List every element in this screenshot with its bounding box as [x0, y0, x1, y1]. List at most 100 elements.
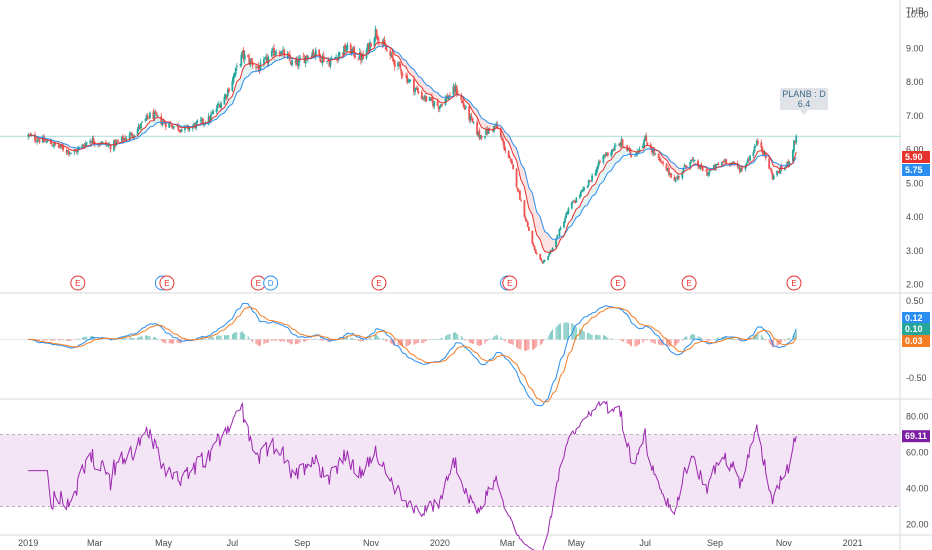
- candle: [507, 149, 510, 159]
- candle: [191, 123, 194, 132]
- candle: [724, 158, 727, 163]
- candle: [319, 53, 322, 63]
- candle: [343, 45, 345, 56]
- candle: [176, 125, 178, 127]
- candle: [337, 51, 340, 63]
- candle: [588, 180, 591, 182]
- candle: [515, 168, 518, 189]
- macd-tick-label: 0.50: [906, 296, 924, 306]
- candle: [486, 125, 489, 136]
- candle: [66, 149, 69, 155]
- candle: [170, 124, 173, 128]
- candle: [115, 139, 118, 147]
- candle: [463, 104, 466, 111]
- ema-fill-segment: [378, 42, 383, 47]
- ema-fill-segment: [676, 166, 678, 174]
- time-axis[interactable]: 2019 Mar May Jul Sep Nov 2020 Mar May Jul Sep Nov 20…: [18, 538, 862, 548]
- macd-pane[interactable]: [0, 302, 900, 407]
- candle: [243, 50, 246, 65]
- tooltip-pointer: [800, 110, 808, 115]
- candle: [136, 127, 139, 136]
- candle: [454, 82, 457, 94]
- candle: [90, 141, 93, 144]
- candle: [449, 91, 451, 97]
- candle: [793, 140, 795, 154]
- candle: [34, 131, 36, 144]
- rsi-pane[interactable]: [28, 400, 797, 550]
- event-marker[interactable]: E: [502, 275, 518, 291]
- event-marker[interactable]: E: [250, 275, 266, 291]
- candle: [528, 226, 530, 232]
- ema-fill-segment: [409, 65, 411, 75]
- event-marker[interactable]: E: [159, 275, 175, 291]
- candle: [778, 169, 781, 174]
- candle: [604, 151, 607, 158]
- price-pane[interactable]: [0, 25, 900, 265]
- candle: [35, 138, 37, 143]
- candle: [586, 185, 589, 189]
- svg-text:69.11: 69.11: [905, 431, 927, 441]
- candle: [676, 174, 679, 182]
- candle: [723, 158, 725, 164]
- candle: [116, 139, 119, 144]
- ema-fill-segment: [773, 162, 778, 167]
- ema-fill-segment: [425, 83, 427, 94]
- event-marker[interactable]: E: [786, 275, 802, 291]
- time-tick-label: Mar: [500, 538, 516, 548]
- candle: [232, 73, 235, 85]
- candle: [266, 53, 269, 68]
- candle: [314, 47, 317, 61]
- candle: [82, 144, 85, 148]
- candle: [290, 61, 292, 66]
- candle: [228, 87, 230, 94]
- candle: [200, 116, 203, 124]
- time-tick-label: 2020: [430, 538, 450, 548]
- candle: [674, 176, 677, 183]
- ema-fill-segment: [619, 150, 621, 162]
- candle: [304, 55, 307, 68]
- candle: [452, 83, 455, 97]
- candle: [408, 78, 411, 84]
- event-marker[interactable]: E: [681, 275, 697, 291]
- candle: [461, 99, 464, 104]
- ema-fill-segment: [276, 55, 280, 61]
- event-marker[interactable]: E: [610, 275, 626, 291]
- candle: [352, 46, 354, 54]
- event-marker[interactable]: D: [263, 275, 279, 291]
- event-marker[interactable]: E: [70, 275, 86, 291]
- candle: [760, 139, 763, 150]
- candle: [683, 163, 686, 168]
- candle: [433, 100, 436, 110]
- candle: [417, 87, 420, 95]
- ema-fill-segment: [527, 183, 529, 209]
- price-scale-tag: 5.90: [902, 151, 930, 163]
- ema-fill-segment: [218, 111, 220, 117]
- candle: [511, 158, 513, 166]
- candle: [534, 249, 537, 254]
- candle: [312, 48, 315, 58]
- candle: [239, 63, 242, 68]
- candle: [469, 113, 472, 124]
- candle: [428, 96, 431, 102]
- candle: [85, 142, 88, 146]
- candle: [38, 139, 41, 144]
- ema-fill-segment: [757, 150, 762, 157]
- candle: [645, 132, 648, 142]
- rsi-tick-label: 80.00: [906, 412, 929, 422]
- ema-fill-segment: [421, 78, 423, 90]
- candle: [154, 109, 157, 114]
- event-marker[interactable]: E: [371, 275, 387, 291]
- candle: [763, 149, 766, 157]
- candle: [91, 136, 94, 144]
- candle: [235, 63, 238, 71]
- candle: [526, 221, 529, 228]
- candle: [599, 159, 601, 164]
- candle: [622, 145, 625, 147]
- candle: [755, 139, 758, 146]
- ema-fill-segment: [433, 90, 435, 99]
- price-scale[interactable]: THB 10.00 9.00 8.00 7.00 6.00 5.00 4.00 3.00 2.0…: [902, 6, 930, 530]
- ema-fill-segment: [415, 71, 417, 82]
- events-row[interactable]: EEEEDEEEEEE: [70, 275, 802, 291]
- candle: [160, 112, 163, 126]
